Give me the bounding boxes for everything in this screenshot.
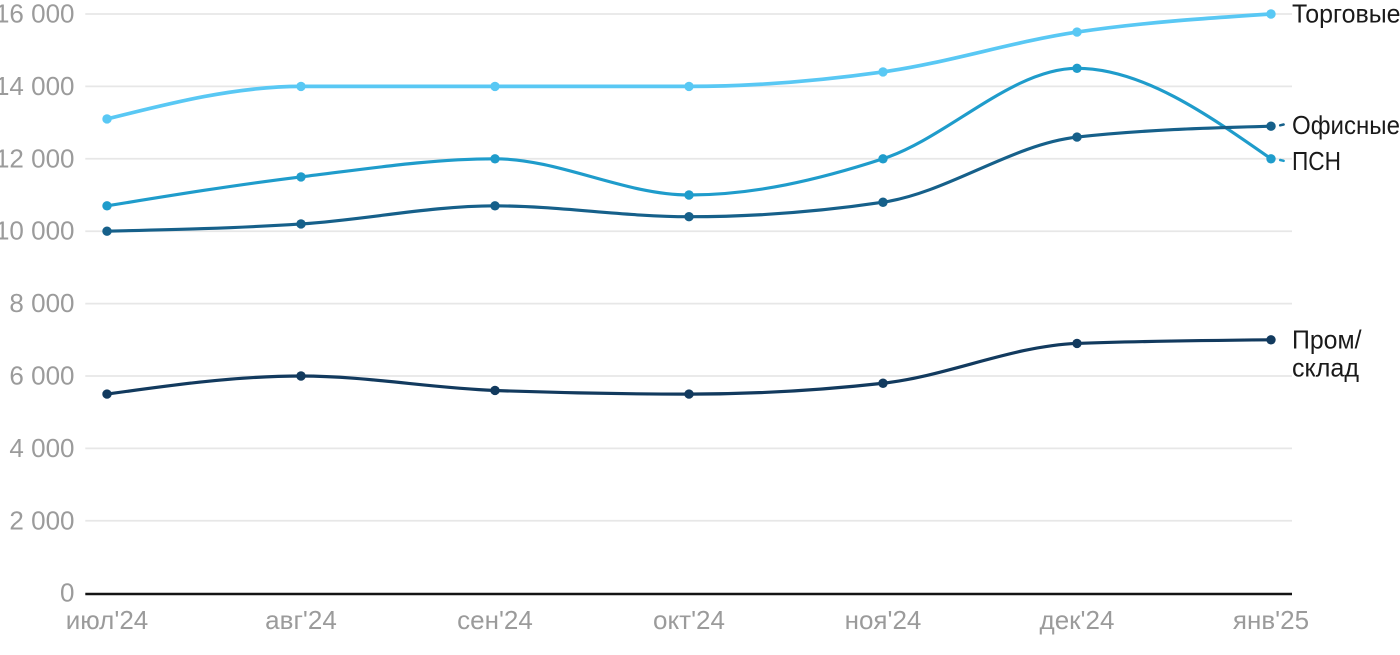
svg-text:склад: склад bbox=[1292, 353, 1359, 383]
svg-text:12 000: 12 000 bbox=[0, 143, 75, 173]
svg-text:14 000: 14 000 bbox=[0, 71, 75, 101]
svg-text:4 000: 4 000 bbox=[9, 433, 74, 463]
svg-text:дек'24: дек'24 bbox=[1040, 605, 1115, 635]
svg-text:окт'24: окт'24 bbox=[653, 605, 725, 635]
svg-text:10 000: 10 000 bbox=[0, 216, 75, 246]
svg-text:Торговые: Торговые bbox=[1292, 0, 1400, 29]
svg-text:июл'24: июл'24 bbox=[66, 605, 149, 635]
svg-text:2 000: 2 000 bbox=[9, 505, 74, 535]
svg-text:ПСН: ПСН bbox=[1292, 146, 1341, 176]
svg-text:8 000: 8 000 bbox=[9, 288, 74, 318]
svg-text:авг'24: авг'24 bbox=[265, 605, 337, 635]
svg-text:16 000: 16 000 bbox=[0, 0, 75, 29]
svg-text:0: 0 bbox=[60, 578, 74, 608]
svg-text:6 000: 6 000 bbox=[9, 361, 74, 391]
svg-text:янв'25: янв'25 bbox=[1233, 605, 1309, 635]
svg-text:Офисные: Офисные bbox=[1292, 110, 1400, 140]
svg-text:ноя'24: ноя'24 bbox=[845, 605, 922, 635]
svg-text:сен'24: сен'24 bbox=[457, 605, 533, 635]
svg-text:Пром/: Пром/ bbox=[1292, 324, 1362, 354]
